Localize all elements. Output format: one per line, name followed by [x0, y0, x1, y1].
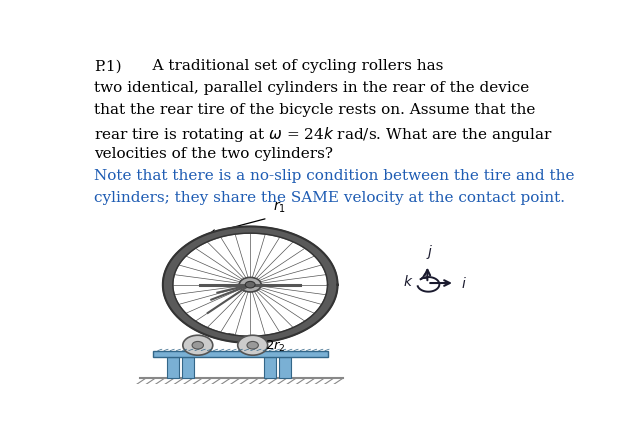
Bar — [264, 357, 276, 378]
Text: $k$: $k$ — [403, 274, 413, 289]
Text: Note that there is a no-slip condition between the tire and the: Note that there is a no-slip condition b… — [94, 169, 574, 183]
Circle shape — [192, 341, 204, 349]
Text: $j$: $j$ — [426, 243, 433, 261]
Circle shape — [238, 335, 268, 355]
Bar — [153, 350, 328, 357]
Bar — [279, 357, 291, 378]
Text: two identical, parallel cylinders in the rear of the device: two identical, parallel cylinders in the… — [94, 81, 529, 95]
Text: $i$: $i$ — [461, 276, 467, 291]
Text: that the rear tire of the bicycle rests on. Assume that the: that the rear tire of the bicycle rests … — [94, 103, 535, 117]
Text: P.1): P.1) — [94, 59, 122, 73]
Bar — [167, 357, 179, 378]
Polygon shape — [163, 226, 337, 343]
Circle shape — [183, 335, 213, 355]
Text: A traditional set of cycling rollers has: A traditional set of cycling rollers has — [94, 59, 443, 73]
Bar — [182, 357, 194, 378]
Circle shape — [245, 281, 255, 288]
Text: $2r_2$: $2r_2$ — [265, 340, 286, 354]
Text: rear tire is rotating at $\omega$ = 24$k$ rad/s. What are the angular: rear tire is rotating at $\omega$ = 24$k… — [94, 125, 553, 144]
Text: cylinders; they share the SAME velocity at the contact point.: cylinders; they share the SAME velocity … — [94, 191, 565, 205]
Circle shape — [247, 341, 258, 349]
Text: $r_1$: $r_1$ — [272, 200, 285, 215]
Text: velocities of the two cylinders?: velocities of the two cylinders? — [94, 147, 333, 161]
Circle shape — [239, 277, 261, 292]
